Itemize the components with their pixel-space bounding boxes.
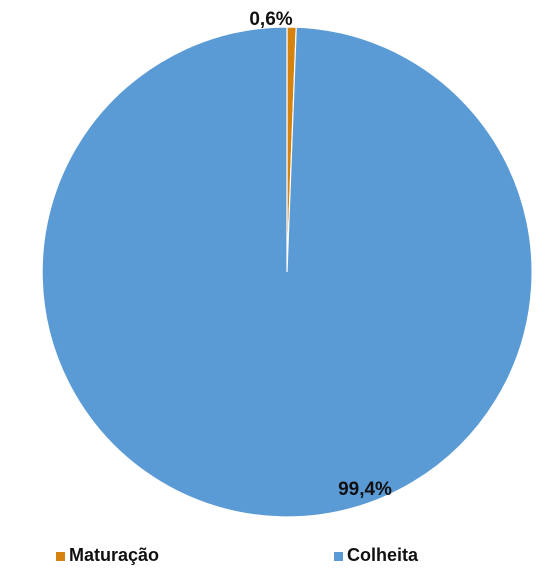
legend-item-maturacao: Maturação <box>56 545 159 565</box>
data-label-colheita: 99,4% <box>338 479 392 500</box>
data-label-maturacao: 0,6% <box>249 9 292 30</box>
legend-swatch <box>56 552 65 561</box>
pie-slices <box>41 26 533 518</box>
pie-slice-colheita <box>41 26 533 518</box>
legend-label: Colheita <box>347 545 419 565</box>
pie-data-labels: 0,6% 99,4% <box>249 9 392 500</box>
legend: Maturação Colheita <box>56 545 419 565</box>
legend-item-colheita: Colheita <box>334 545 419 565</box>
legend-label: Maturação <box>69 545 159 565</box>
legend-swatch <box>334 552 343 561</box>
